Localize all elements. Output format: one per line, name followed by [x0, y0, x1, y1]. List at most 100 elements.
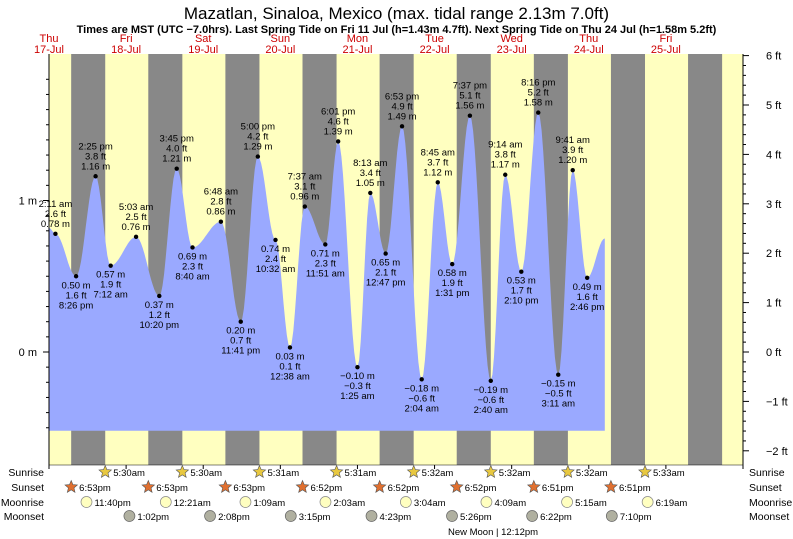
- tide-height-m: 1.20 m: [558, 155, 587, 166]
- tide-height-ft: −0.5 ft: [545, 389, 572, 400]
- moonset-time: 3:15pm: [299, 512, 331, 523]
- sunset-icon: [449, 479, 464, 493]
- moonrise-event: 12:21am: [159, 496, 211, 509]
- sunrise-icon: [406, 464, 421, 478]
- moonset-time: 2:08pm: [218, 512, 250, 523]
- sunrise-event: 5:30am: [175, 464, 222, 479]
- tide-height-m: 0.69 m: [178, 251, 207, 262]
- tide-time: 7:12 am: [94, 290, 128, 301]
- tide-point: [174, 166, 179, 171]
- day-of-week: Mon: [347, 33, 368, 45]
- tide-point: [190, 245, 195, 250]
- tide-time: 7:37 pm: [453, 81, 487, 92]
- tide-height-m: 1.56 m: [455, 101, 484, 112]
- sunrise-icon: [560, 464, 575, 478]
- moonset-event: 6:22pm: [526, 510, 572, 523]
- moonset-event: 5:26pm: [446, 510, 492, 523]
- moonset-icon: [204, 510, 216, 522]
- day-date: 24-Jul: [574, 44, 604, 56]
- sunset-time: 6:53pm: [79, 483, 111, 494]
- sunrise-icon: [483, 464, 498, 478]
- tide-time: 8:45 am: [421, 147, 455, 158]
- tide-height-m: 1.21 m: [162, 154, 191, 165]
- sunrise-event: 5:32am: [560, 464, 608, 479]
- tide-height-ft: −0.6 ft: [408, 393, 435, 404]
- sunrise-icon: [638, 464, 652, 478]
- tide-height-m: 0.49 m: [573, 282, 602, 293]
- moonrise-event: 3:04am: [400, 496, 446, 509]
- day-date: 18-Jul: [111, 44, 141, 56]
- tide-point: [435, 180, 440, 185]
- tide-point: [255, 154, 261, 159]
- moonset-icon: [526, 510, 538, 522]
- row-label-left: Sunset: [11, 482, 44, 494]
- high-tide-marker: 6:53 pm4.9 ft1.49 m: [385, 91, 419, 129]
- tide-height-ft: 1.9 ft: [100, 280, 121, 291]
- tide-height-ft: 5.2 ft: [528, 88, 549, 99]
- low-tide-marker: 0.49 m1.6 ft2:46 pm: [570, 275, 604, 313]
- tide-height-ft: 3.4 ft: [360, 168, 381, 179]
- low-tide-marker: 0.58 m1.9 ft1:31 pm: [435, 261, 469, 299]
- sunrise-icon: [252, 464, 267, 478]
- sunset-icon: [64, 479, 79, 493]
- moonset-icon: [446, 510, 458, 522]
- tide-height-m: 0.65 m: [371, 258, 400, 269]
- tide-point: [133, 234, 139, 240]
- tide-point: [287, 345, 293, 350]
- moonset-time: 6:22pm: [540, 512, 572, 523]
- day-date: 25-Jul: [651, 44, 681, 56]
- moonrise-time: 4:09am: [494, 498, 526, 509]
- tide-height-ft: 2.8 ft: [210, 197, 231, 208]
- low-tide-marker: −0.18 m−0.6 ft2:04 am: [404, 377, 439, 414]
- day-date: 23-Jul: [497, 44, 527, 56]
- tide-height-m: −0.18 m: [404, 383, 439, 394]
- moonset-event: 1:02pm: [123, 510, 169, 523]
- tide-height-m: 0.37 m: [145, 300, 174, 311]
- tide-height-ft: 4.2 ft: [247, 132, 268, 143]
- tide-time: 9:14 am: [488, 140, 522, 151]
- sunset-time: 6:53pm: [156, 483, 188, 494]
- tide-time: 8:40 am: [175, 271, 209, 282]
- tide-height-m: 1.49 m: [388, 111, 417, 122]
- tide-height-m: 0.76 m: [122, 222, 151, 233]
- sunset-icon: [372, 479, 387, 493]
- right-tick-label: 2 ft: [766, 248, 781, 260]
- moonset-icon: [605, 510, 618, 522]
- high-tide-marker: 9:41 am3.9 ft1.20 m: [556, 135, 590, 173]
- high-tide-marker: 6:48 am2.8 ft0.86 m: [204, 187, 238, 224]
- moonrise-icon: [400, 496, 412, 508]
- sunset-time: 6:52pm: [388, 483, 420, 494]
- moonrise-event: 2:03am: [319, 496, 365, 509]
- tide-time: 2:11 am: [39, 199, 73, 210]
- tide-area: [49, 112, 605, 431]
- tide-time: 6:48 am: [204, 187, 238, 198]
- sunset-event: 6:53pm: [141, 479, 188, 494]
- tide-time: 12:47 pm: [366, 278, 406, 289]
- sunset-time: 6:53pm: [233, 483, 265, 494]
- day-of-week: Tue: [425, 33, 444, 45]
- moonrise-event: 11:40pm: [80, 496, 131, 509]
- tide-point: [450, 261, 455, 267]
- low-tide-marker: −0.15 m−0.5 ft3:11 am: [541, 372, 576, 410]
- tide-time: 6:53 pm: [385, 91, 419, 102]
- moonset-icon: [284, 510, 297, 522]
- tide-curve: [49, 112, 605, 431]
- tide-time: 10:32 am: [256, 264, 296, 275]
- moonset-icon: [365, 510, 378, 522]
- tide-height-ft: 2.4 ft: [265, 254, 286, 265]
- tide-height-ft: 3.1 ft: [294, 182, 315, 193]
- tide-height-ft: 2.5 ft: [126, 212, 147, 223]
- left-tick-label: 0 m: [19, 347, 37, 359]
- tide-time: 6:01 pm: [321, 106, 355, 117]
- tide-height-m: 0.50 m: [62, 280, 91, 291]
- tide-time: 8:13 am: [353, 158, 387, 169]
- right-tick-label: 0 ft: [766, 347, 781, 359]
- tide-height-m: 1.29 m: [243, 142, 272, 153]
- tide-height-m: 0.78 m: [41, 219, 70, 230]
